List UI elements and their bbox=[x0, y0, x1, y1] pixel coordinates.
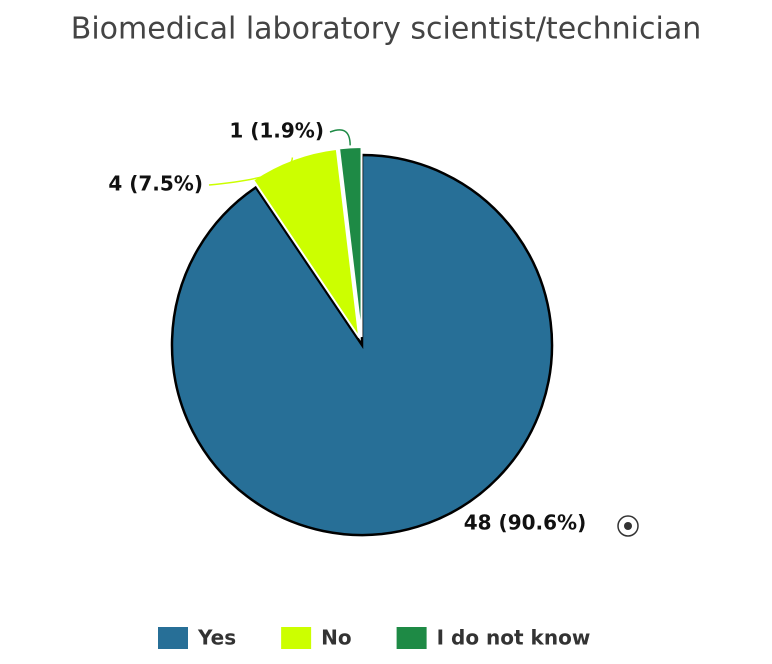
legend-label: Yes bbox=[197, 626, 236, 650]
leader-line bbox=[208, 157, 294, 186]
legend-swatch bbox=[158, 627, 188, 649]
pie-slice bbox=[251, 147, 361, 339]
legend-swatch bbox=[281, 627, 312, 649]
pie-slice bbox=[337, 146, 363, 338]
select-icon[interactable] bbox=[617, 515, 639, 537]
data-label: 4 (7.5%) bbox=[108, 172, 203, 196]
legend-label: I do not know bbox=[437, 626, 591, 650]
data-label: 48 (90.6%) bbox=[464, 511, 586, 535]
chart-title: Biomedical laboratory scientist/technici… bbox=[71, 12, 701, 47]
select-icon-dot bbox=[624, 522, 632, 530]
leader-line bbox=[329, 129, 351, 146]
legend-label: No bbox=[321, 626, 351, 650]
legend-swatch bbox=[396, 627, 427, 649]
pie-slice bbox=[170, 153, 554, 537]
data-label: 1 (1.9%) bbox=[229, 119, 324, 143]
